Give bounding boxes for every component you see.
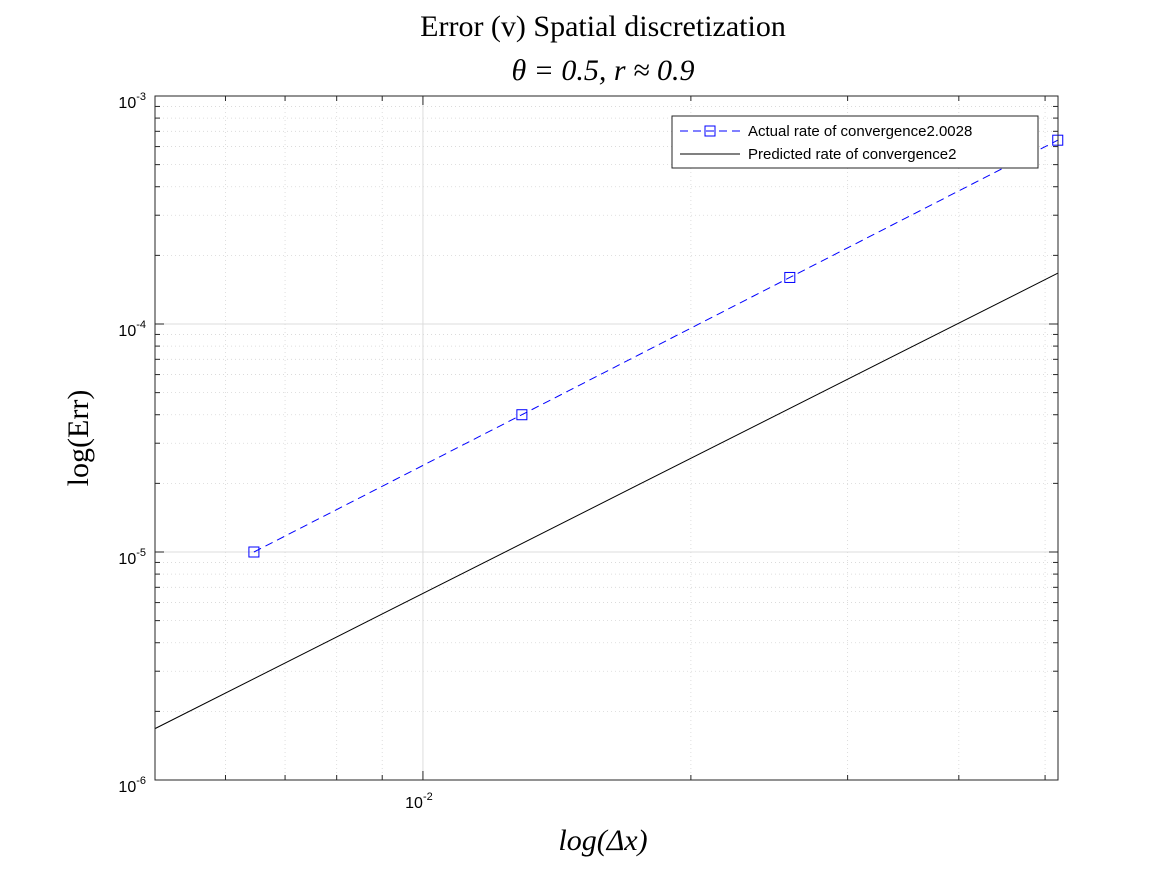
x-tick-label: 10-2 — [405, 791, 433, 812]
y-axis-label: log(Err) — [62, 390, 95, 487]
x-tick-labels: 10-2 — [405, 791, 433, 812]
series-line-predicted — [154, 272, 1058, 730]
legend-label-predicted: Predicted rate of convergence2 — [748, 146, 956, 163]
chart-title: Error (v) Spatial discretization — [420, 10, 786, 43]
y-tick-label: 10-6 — [118, 775, 146, 796]
legend-box — [671, 115, 1039, 169]
data-point-marker — [248, 546, 260, 558]
x-axis-label: log(Δx) — [558, 824, 647, 857]
y-tick-label: 10-5 — [118, 547, 146, 568]
y-tick-label: 10-4 — [118, 319, 146, 340]
data-point-marker — [784, 271, 796, 283]
chart-subtitle: θ = 0.5, r ≈ 0.9 — [511, 54, 694, 87]
plot-frame — [154, 95, 1059, 781]
y-tick-label: 10-3 — [118, 91, 146, 112]
legend-label-actual: Actual rate of convergence2.0028 — [748, 123, 972, 140]
plot-area — [155, 96, 1058, 780]
legend-marker-actual — [704, 125, 716, 137]
data-point-marker — [516, 409, 528, 421]
y-tick-labels: 10-6 10-5 10-4 10-3 — [118, 91, 146, 796]
series-line-actual — [253, 139, 1058, 553]
legend: Actual rate of convergence2.0028 Predict… — [671, 115, 1039, 169]
